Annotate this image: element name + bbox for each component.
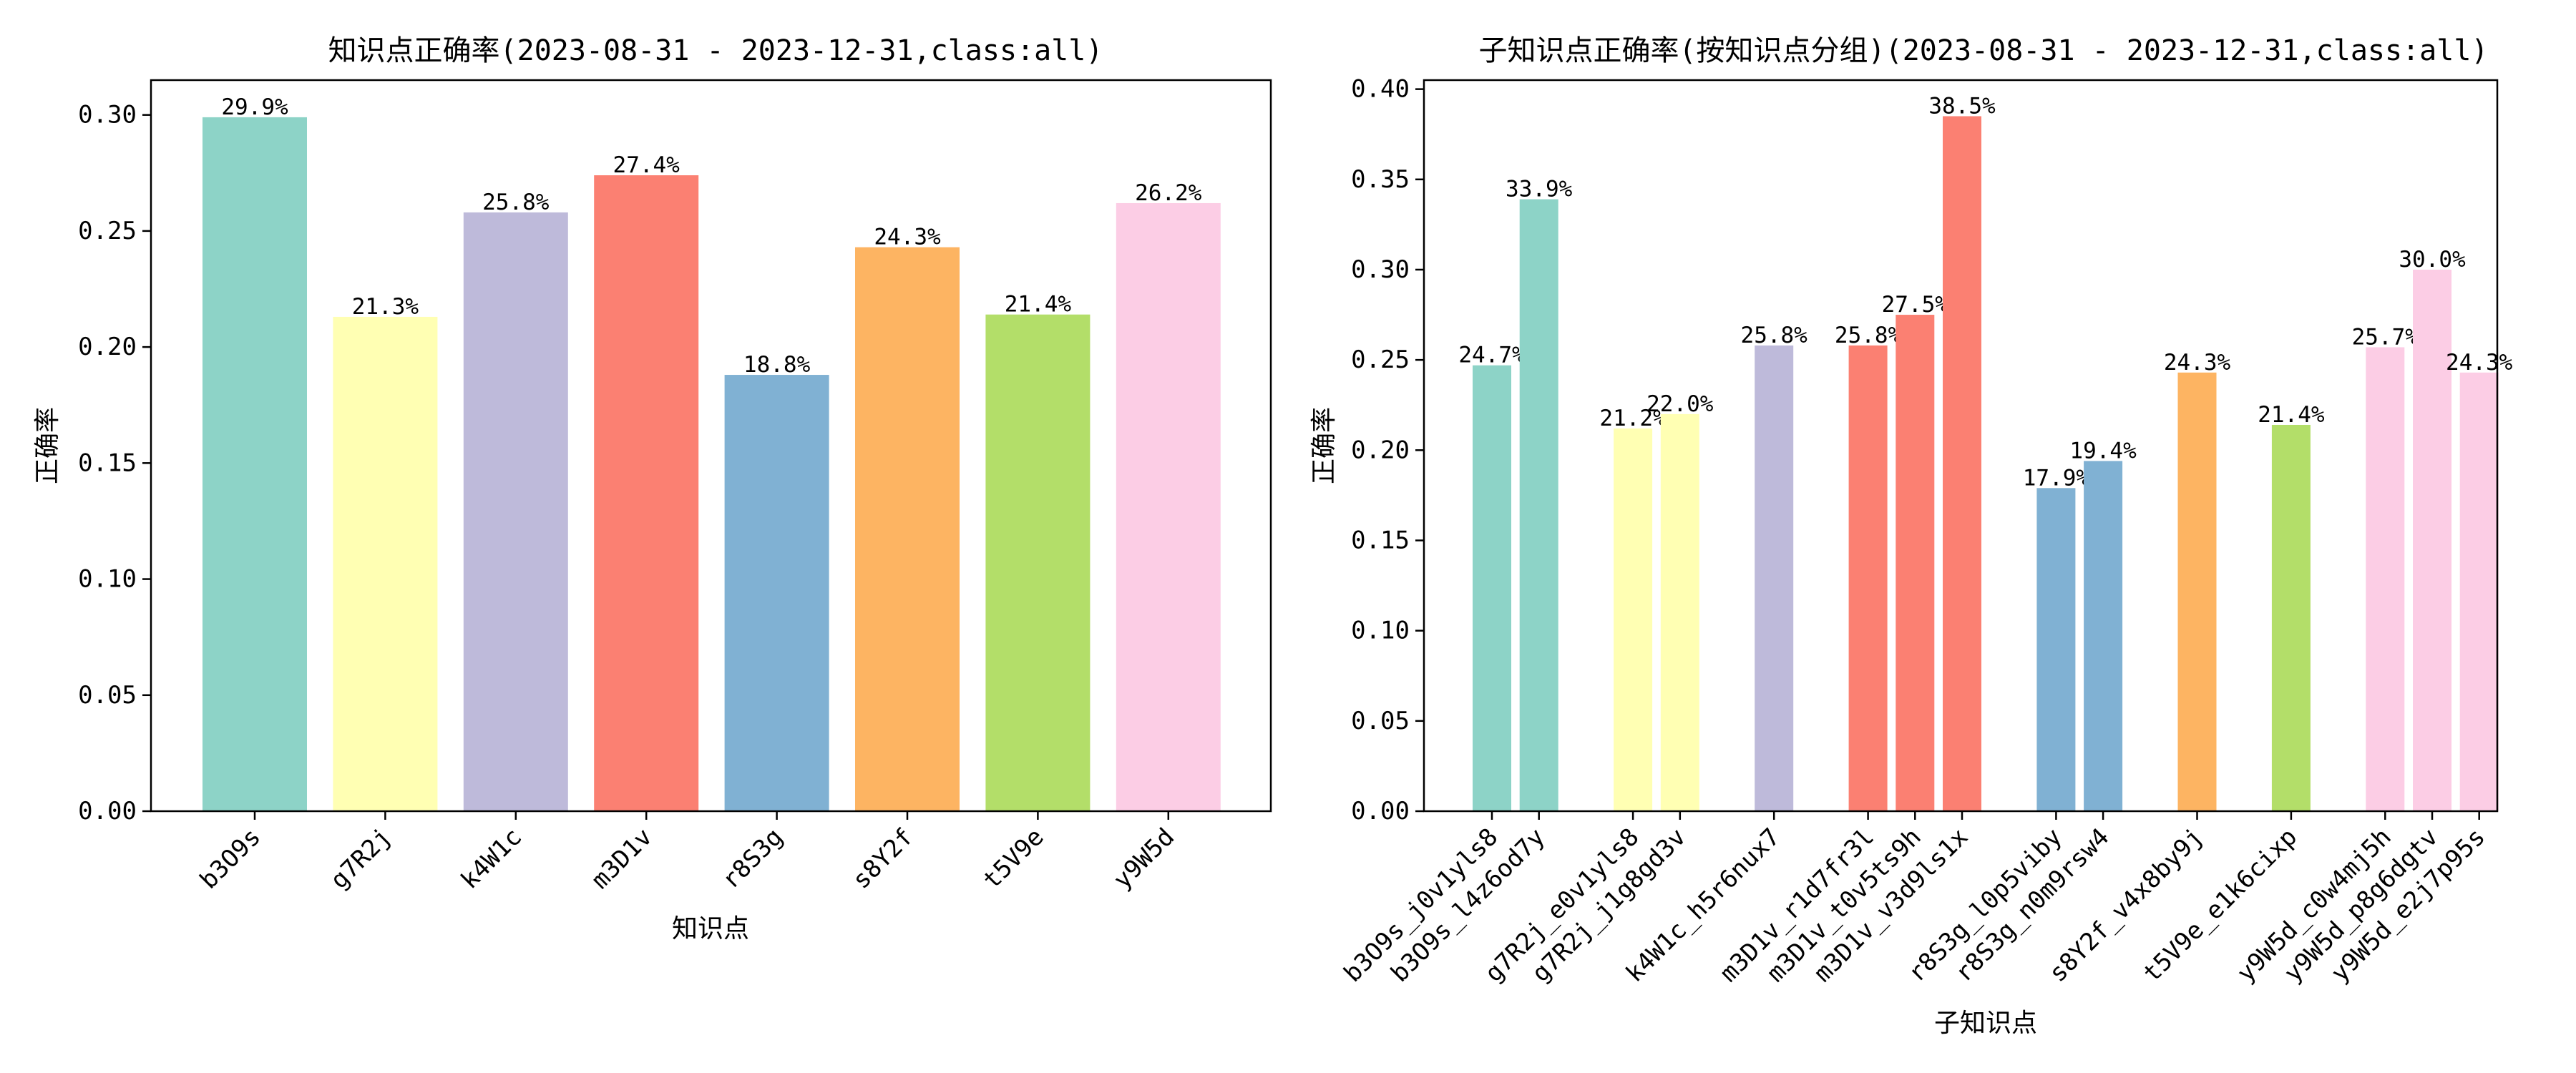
chart2-y-tick-label: 0.05 [1351,707,1410,735]
chart2-y-tick-label: 0.20 [1351,436,1410,464]
chart1-x-tick-label: k4W1c [456,823,528,895]
chart-knowledge-point-accuracy: 知识点正确率(2023-08-31 - 2023-12-31,class:all… [33,34,1272,944]
chart2-data-label: 25.7% [2352,324,2419,350]
chart2-bar [2459,372,2499,811]
chart1-data-label: 26.2% [1135,180,1202,206]
chart2-data-label: 25.8% [1741,323,1808,348]
chart1-bar [594,175,699,811]
chart2-x-label: 子知识点 [1934,1009,2037,1038]
chart1-x-label: 知识点 [672,914,749,944]
chart1-bar [463,212,568,811]
chart1-bar [1116,202,1221,811]
chart1-bar [985,314,1091,811]
chart1-y-axis: 0.00 0.05 0.10 0.15 0.20 0.25 0.30 [78,101,151,825]
chart1-y-label: 正确率 [33,407,62,484]
chart2-y-tick-label: 0.40 [1351,75,1410,104]
chart1-plot-frame [150,79,1272,813]
chart2-data-label: 25.8% [1835,323,1902,348]
chart1-bar [724,375,829,811]
chart2-bar [1473,365,1511,811]
chart1-data-label: 21.3% [352,294,419,320]
chart1-bar [333,316,438,811]
chart1-y-tick-label: 0.10 [78,565,137,594]
chart2-data-label: 27.5% [1882,292,1949,318]
chart2-bar [1660,413,1699,811]
chart2-data-label: 19.4% [2069,438,2137,464]
chart1-bars: 29.9% 21.3% 25.8% 27.4% 18.8% 24.3% 21.4% 26.2% [203,94,1221,812]
chart2-data-label: 22.0% [1646,391,1714,417]
chart2-x-tick-label: s8Y2f_v4x8by9j [2044,823,2209,988]
chart2-bar [1943,116,1981,812]
chart2-data-label: 24.7% [1458,343,1526,368]
chart2-x-tick-label: t5V9e_e1k6cixp [2137,823,2303,988]
chart1-title: 知识点正确率(2023-08-31 - 2023-12-31,class:all… [328,34,1103,67]
chart1-y-tick-label: 0.20 [78,333,137,361]
chart1-data-label: 24.3% [874,225,941,250]
chart2-data-label: 21.4% [2258,402,2325,428]
chart2-bar [1519,199,1558,811]
chart2-y-label: 正确率 [1309,407,1339,484]
chart2-y-tick-label: 0.30 [1351,255,1410,284]
chart2-y-tick-label: 0.10 [1351,617,1410,645]
chart2-bar [2084,461,2123,811]
chart2-bar [2271,424,2311,811]
chart1-x-tick-label: t5V9e [977,823,1050,895]
chart2-y-tick-label: 0.25 [1351,346,1410,374]
chart1-y-tick-label: 0.00 [78,797,137,825]
chart2-y-axis: 0.00 0.05 0.10 0.15 0.20 0.25 0.30 0.35 0.40 [1351,75,1424,825]
chart2-data-label: 24.3% [2446,350,2513,376]
chart-sub-knowledge-point-accuracy: 子知识点正确率(按知识点分组)(2023-08-31 - 2023-12-31,… [1309,34,2513,1038]
chart1-y-tick-label: 0.15 [78,449,137,477]
chart2-y-tick-label: 0.35 [1351,165,1410,194]
chart1-bar [203,117,307,811]
chart2-bar [1614,428,1653,811]
chart2-bars: 24.7% 33.9% 21.2%22.0% 25.8% 25.8% 27.5% 38.5%… [1458,93,2513,812]
chart1-x-tick-label: m3D1v [586,823,658,895]
chart1-data-label: 29.9% [221,94,288,120]
chart2-bar [2413,269,2451,811]
chart2-title: 子知识点正确率(按知识点分组)(2023-08-31 - 2023-12-31,… [1478,34,2488,67]
chart1-x-tick-label: r8S3g [716,823,789,895]
chart1-y-tick-label: 0.30 [78,101,137,129]
chart1-data-label: 21.4% [1005,292,1072,318]
chart2-data-label: 24.3% [2164,350,2231,376]
chart1-x-tick-label: g7R2j [325,823,397,895]
chart2-bar [2177,372,2217,811]
chart2-data-label: 21.2% [1599,406,1667,431]
chart1-x-tick-label: y9W5d [1108,823,1181,895]
chart1-data-label: 18.8% [743,352,811,378]
chart1-data-label: 25.8% [482,190,550,215]
chart1-y-tick-label: 0.25 [78,217,137,245]
chart2-data-label: 30.0% [2399,247,2466,273]
chart2-bar [1848,345,1888,812]
chart2-bar [2036,488,2076,811]
chart1-data-label: 27.4% [613,152,680,178]
chart2-y-tick-label: 0.00 [1351,797,1410,825]
chart1-x-tick-label: s8Y2f [847,823,919,895]
chart2-bar [1755,345,1794,812]
chart2-data-label: 33.9% [1506,177,1573,202]
chart1-x-axis: b3O9s g7R2j k4W1c m3D1v r8S3g s8Y2f t5V9e y9W5d [195,811,1180,895]
chart1-y-tick-label: 0.05 [78,681,137,710]
chart2-data-label: 17.9% [2023,465,2090,491]
chart2-data-label: 38.5% [1928,93,1996,119]
chart2-bar [2366,347,2405,811]
chart1-x-tick-label: b3O9s [195,823,267,895]
chart1-bar [855,247,960,812]
chart2-bar [1896,315,1935,811]
chart2-plot-frame [1423,79,2499,813]
chart2-x-axis: b3O9s_j0v1yls8b3O9s_l4z6od7yg7R2j_e0v1yl… [1338,811,2491,988]
chart2-y-tick-label: 0.15 [1351,526,1410,554]
chart2-x-tick-label: k4W1c_h5r6nux7 [1621,823,1786,988]
